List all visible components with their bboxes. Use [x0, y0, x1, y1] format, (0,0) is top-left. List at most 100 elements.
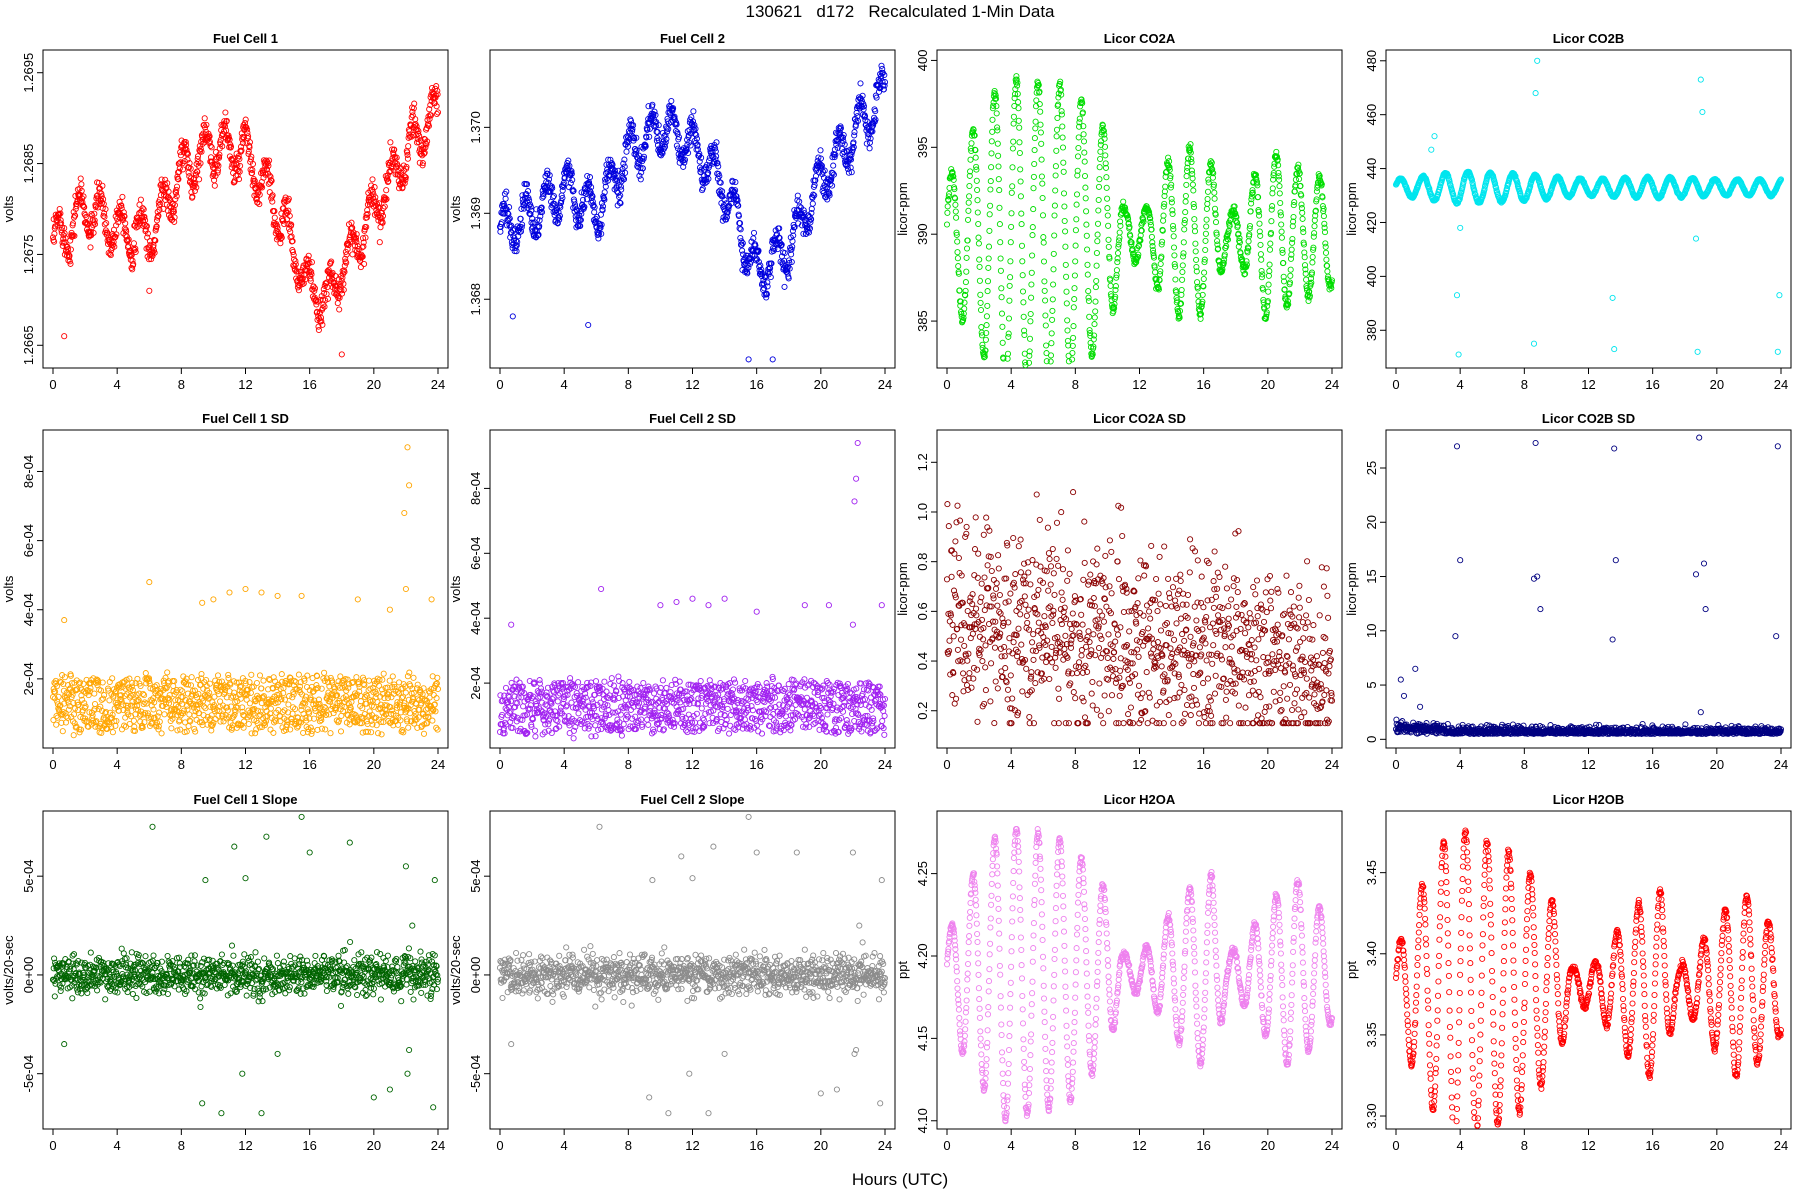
- data-point: [237, 162, 244, 169]
- data-point: [1532, 90, 1539, 97]
- x-tick-label: 4: [114, 377, 121, 392]
- data-point: [1072, 242, 1079, 249]
- data-point: [157, 201, 164, 208]
- data-point: [1037, 121, 1044, 128]
- plot-frame: [1385, 49, 1792, 369]
- data-point: [1070, 304, 1077, 311]
- data-point: [984, 288, 991, 295]
- data-point: [1256, 220, 1263, 227]
- data-point: [1007, 274, 1014, 281]
- data-point: [1203, 205, 1210, 212]
- x-tick-label: 20: [1710, 377, 1724, 392]
- data-point: [100, 212, 107, 219]
- data-point: [997, 239, 1004, 246]
- data-point: [1095, 207, 1102, 214]
- data-point: [1172, 276, 1179, 283]
- data-point: [101, 210, 108, 217]
- data-point: [955, 263, 962, 270]
- data-point: [361, 260, 368, 268]
- y-tick-label: 400: [1364, 266, 1379, 288]
- data-point: [101, 213, 108, 220]
- data-point: [266, 157, 273, 164]
- data-point: [1105, 243, 1112, 250]
- data-point: [1114, 255, 1121, 262]
- data-point: [113, 231, 120, 238]
- data-point: [80, 193, 87, 200]
- panel-title: Fuel Cell 2: [660, 31, 725, 46]
- data-point: [996, 187, 1003, 194]
- data-point: [973, 177, 980, 184]
- x-tick-label: 12: [1581, 377, 1595, 392]
- data-point: [1190, 204, 1198, 211]
- x-tick-label: 12: [1132, 377, 1146, 392]
- data-point: [387, 139, 394, 146]
- data-point: [192, 172, 199, 179]
- data-point: [1203, 216, 1210, 223]
- data-point: [995, 176, 1002, 183]
- data-point: [323, 280, 330, 287]
- data-point: [1180, 239, 1187, 246]
- data-point: [305, 252, 312, 259]
- data-point: [1073, 201, 1080, 208]
- data-point: [974, 197, 981, 204]
- data-point: [308, 268, 315, 275]
- data-point: [993, 110, 1000, 117]
- data-point: [1171, 252, 1178, 259]
- data-point: [161, 711, 168, 718]
- data-point: [1015, 117, 1022, 124]
- data-point: [239, 136, 246, 143]
- data-series: [1392, 57, 1785, 358]
- data-point: [1120, 198, 1127, 205]
- data-point: [369, 176, 376, 183]
- data-point: [1060, 190, 1068, 197]
- data-point: [144, 230, 151, 237]
- data-point: [1182, 209, 1189, 216]
- data-point: [102, 206, 109, 213]
- data-point: [550, 192, 557, 200]
- data-point: [1179, 268, 1186, 276]
- data-point: [125, 236, 132, 243]
- data-point: [172, 196, 179, 203]
- data-point: [184, 150, 191, 158]
- data-point: [290, 251, 297, 259]
- data-point: [1083, 232, 1090, 239]
- data-point: [211, 182, 218, 189]
- data-point: [246, 139, 253, 146]
- data-point: [985, 243, 993, 250]
- data-point: [1103, 184, 1110, 191]
- y-tick-label: 460: [1364, 104, 1379, 126]
- data-point: [1256, 212, 1263, 219]
- data-point: [77, 175, 84, 182]
- data-point: [292, 267, 299, 274]
- x-tick-label: 20: [367, 757, 381, 772]
- data-point: [1061, 203, 1068, 210]
- data-point: [1038, 156, 1045, 163]
- data-point: [1311, 223, 1318, 230]
- data-point: [215, 162, 222, 169]
- data-point: [187, 165, 194, 172]
- data-point: [1018, 221, 1025, 228]
- data-point: [77, 191, 84, 199]
- data-point: [1075, 144, 1082, 152]
- data-point: [249, 166, 256, 174]
- x-tick-label: 20: [1261, 377, 1275, 392]
- data-point: [988, 164, 995, 171]
- data-point: [1026, 335, 1034, 342]
- data-point: [238, 147, 245, 154]
- data-point: [997, 255, 1004, 262]
- data-point: [809, 200, 816, 207]
- data-point: [1048, 340, 1055, 347]
- data-point: [509, 313, 516, 320]
- data-point: [315, 326, 322, 334]
- data-point: [989, 116, 996, 123]
- data-point: [319, 305, 326, 312]
- data-point: [404, 155, 411, 162]
- data-point: [1191, 228, 1199, 235]
- data-point: [109, 729, 116, 736]
- data-point: [966, 182, 973, 190]
- data-point: [1268, 218, 1275, 225]
- data-point: [1697, 76, 1704, 83]
- data-point: [256, 201, 263, 208]
- data-point: [944, 203, 951, 210]
- data-point: [293, 268, 300, 275]
